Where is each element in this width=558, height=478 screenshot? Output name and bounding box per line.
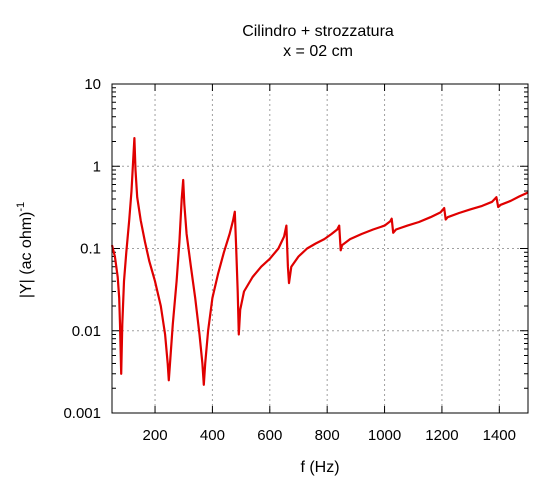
y-tick-label: 0.001 (63, 405, 101, 422)
grid (112, 84, 528, 413)
y-tick-label: 1 (93, 158, 101, 175)
x-tick-label: 1000 (368, 427, 401, 444)
ticks (112, 83, 528, 414)
x-tick-label: 400 (200, 427, 225, 444)
x-tick-label: 1200 (425, 427, 458, 444)
y-tick-label: 10 (84, 76, 101, 93)
y-tick-label: 0.1 (80, 241, 101, 258)
plot-frame (111, 83, 529, 414)
x-tick-label: 800 (315, 427, 340, 444)
x-tick-label: 600 (257, 427, 282, 444)
x-tick-label: 200 (143, 427, 168, 444)
x-tick-label: 1400 (483, 427, 516, 444)
tick-labels: 200 400 600 800 1000 1200 1400 0.001 0.01 0.1 1 10 (63, 76, 516, 444)
chart-title: Cilindro + strozzatura (242, 23, 394, 40)
y-tick-label: 0.01 (72, 323, 101, 340)
y-axis-label-sup: -1 (15, 202, 27, 212)
y-axis-label-main: |Y| (ac ohm) (18, 212, 35, 299)
chart-subtitle: x = 02 cm (283, 43, 353, 60)
x-axis-label: f (Hz) (300, 459, 339, 476)
y-axis-label: |Y| (ac ohm)-1 (15, 202, 35, 298)
series-line (110, 137, 529, 386)
